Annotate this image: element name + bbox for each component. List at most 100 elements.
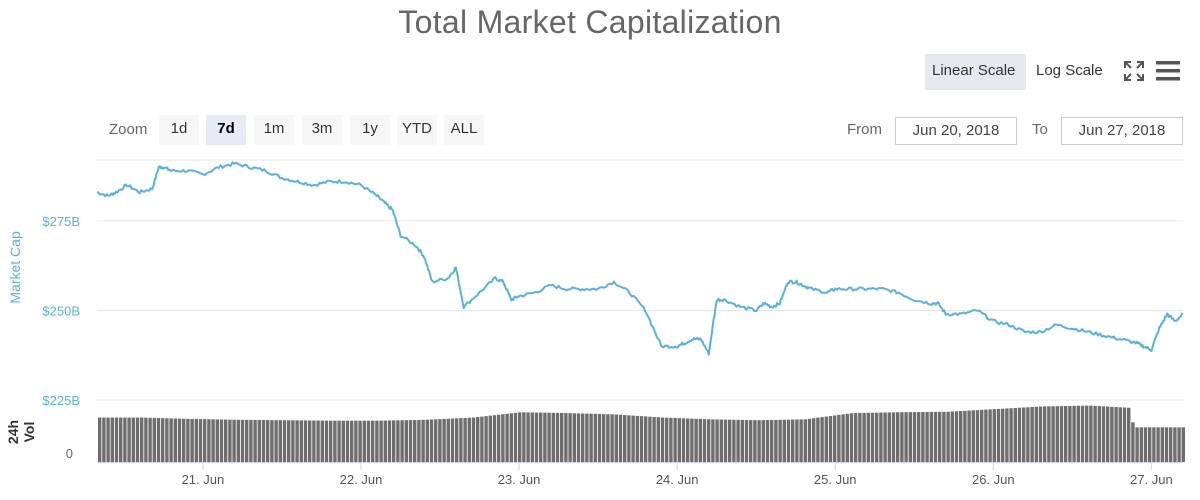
volume-bar — [627, 415, 631, 462]
volume-bar — [854, 413, 858, 462]
volume-bar — [807, 418, 812, 462]
volume-bar — [791, 419, 795, 462]
volume-bar — [421, 419, 425, 462]
volume-bar — [110, 417, 114, 462]
volume-bar — [459, 418, 463, 462]
volume-bar — [652, 416, 656, 462]
volume-bar — [492, 415, 497, 462]
volume-bar — [698, 418, 702, 462]
volume-bar — [392, 420, 396, 462]
volume-bar — [253, 419, 257, 462]
volume-bar — [929, 411, 933, 462]
volume-bar — [287, 420, 291, 462]
volume-bar — [404, 420, 408, 462]
volume-bar — [1097, 406, 1101, 462]
volume-bar — [522, 412, 526, 462]
volume-bar — [547, 412, 551, 462]
volume-bar — [866, 412, 870, 462]
volume-bar — [820, 417, 824, 462]
volume-bar — [190, 418, 194, 462]
volume-bar — [681, 418, 686, 462]
volume-bar — [1173, 427, 1177, 462]
volume-bar — [173, 418, 177, 462]
volume-bar — [303, 420, 308, 462]
volume-bar — [333, 420, 337, 462]
zoom-ytd-button[interactable]: YTD — [397, 115, 437, 145]
volume-bar — [329, 420, 333, 462]
volume-bar — [774, 419, 778, 462]
volume-bar — [1017, 407, 1022, 462]
volume-bar — [824, 416, 828, 462]
to-label: To — [1032, 121, 1048, 138]
volume-bar — [228, 419, 232, 462]
volume-bar — [602, 414, 606, 462]
volume-bar — [576, 413, 581, 462]
volume-bar — [413, 419, 417, 462]
volume-bar — [131, 417, 135, 462]
volume-bar — [585, 413, 589, 462]
volume-bar — [656, 417, 660, 462]
volume-bar — [753, 420, 757, 462]
zoom-1m-button[interactable]: 1m — [254, 115, 294, 145]
volume-bar — [635, 415, 639, 462]
fullscreen-icon[interactable] — [1121, 58, 1147, 84]
volume-bar — [887, 412, 891, 462]
volume-bar — [996, 408, 1001, 462]
volume-bar — [917, 412, 921, 462]
volume-bar — [1055, 406, 1059, 462]
volume-bar — [123, 417, 127, 462]
volume-bar — [539, 412, 543, 462]
hamburger-menu-icon[interactable] — [1154, 58, 1182, 84]
zoom-1d-button[interactable]: 1d — [159, 115, 199, 145]
from-date-input[interactable]: Jun 20, 2018 — [895, 117, 1017, 145]
volume-bar — [1059, 406, 1064, 462]
volume-bar — [463, 417, 467, 462]
volume-bar — [455, 418, 459, 462]
volume-axis-title: 24hVol — [5, 420, 37, 444]
volume-bar — [732, 419, 736, 462]
volume-bar — [224, 419, 228, 462]
volume-bar — [1118, 407, 1122, 462]
volume-bar — [740, 419, 744, 462]
volume-bar — [438, 419, 442, 462]
volume-bar — [1038, 406, 1043, 462]
volume-bar — [1080, 405, 1085, 462]
volume-bar — [900, 412, 904, 462]
volume-bar — [1160, 427, 1164, 462]
volume-bar — [1030, 407, 1034, 462]
to-date-input[interactable]: Jun 27, 2018 — [1061, 117, 1183, 145]
volume-bar — [505, 413, 509, 462]
volume-bar — [1022, 407, 1026, 462]
volume-bar — [140, 417, 144, 462]
zoom-3m-button[interactable]: 3m — [302, 115, 342, 145]
volume-bar — [320, 420, 324, 462]
volume-bar — [694, 418, 698, 462]
volume-bar — [341, 420, 345, 462]
log-scale-button[interactable]: Log Scale — [1036, 62, 1103, 79]
zoom-7d-button[interactable]: 7d — [206, 115, 246, 145]
volume-bar — [1164, 427, 1169, 462]
volume-bar — [744, 420, 749, 462]
volume-bar — [1009, 408, 1013, 462]
volume-bar — [102, 417, 106, 462]
volume-bar — [589, 413, 593, 462]
volume-bar — [980, 409, 984, 462]
volume-bar — [639, 416, 644, 462]
volume-bar — [1076, 405, 1080, 462]
volume-bar — [849, 413, 854, 462]
volume-bar — [778, 419, 782, 462]
x-tick-label: 24. Jun — [656, 472, 699, 487]
x-tick-label: 23. Jun — [498, 472, 541, 487]
volume-bar — [232, 419, 236, 462]
volume-bar — [312, 420, 316, 462]
volume-bar — [165, 418, 169, 462]
volume-bar — [971, 410, 975, 462]
zoom-all-button[interactable]: ALL — [444, 115, 484, 145]
zoom-1y-button[interactable]: 1y — [350, 115, 390, 145]
volume-bar — [270, 420, 274, 462]
volume-bar — [1106, 406, 1110, 462]
volume-bar — [1072, 405, 1076, 462]
linear-scale-button[interactable]: Linear Scale — [925, 54, 1026, 90]
volume-bar — [383, 420, 387, 462]
